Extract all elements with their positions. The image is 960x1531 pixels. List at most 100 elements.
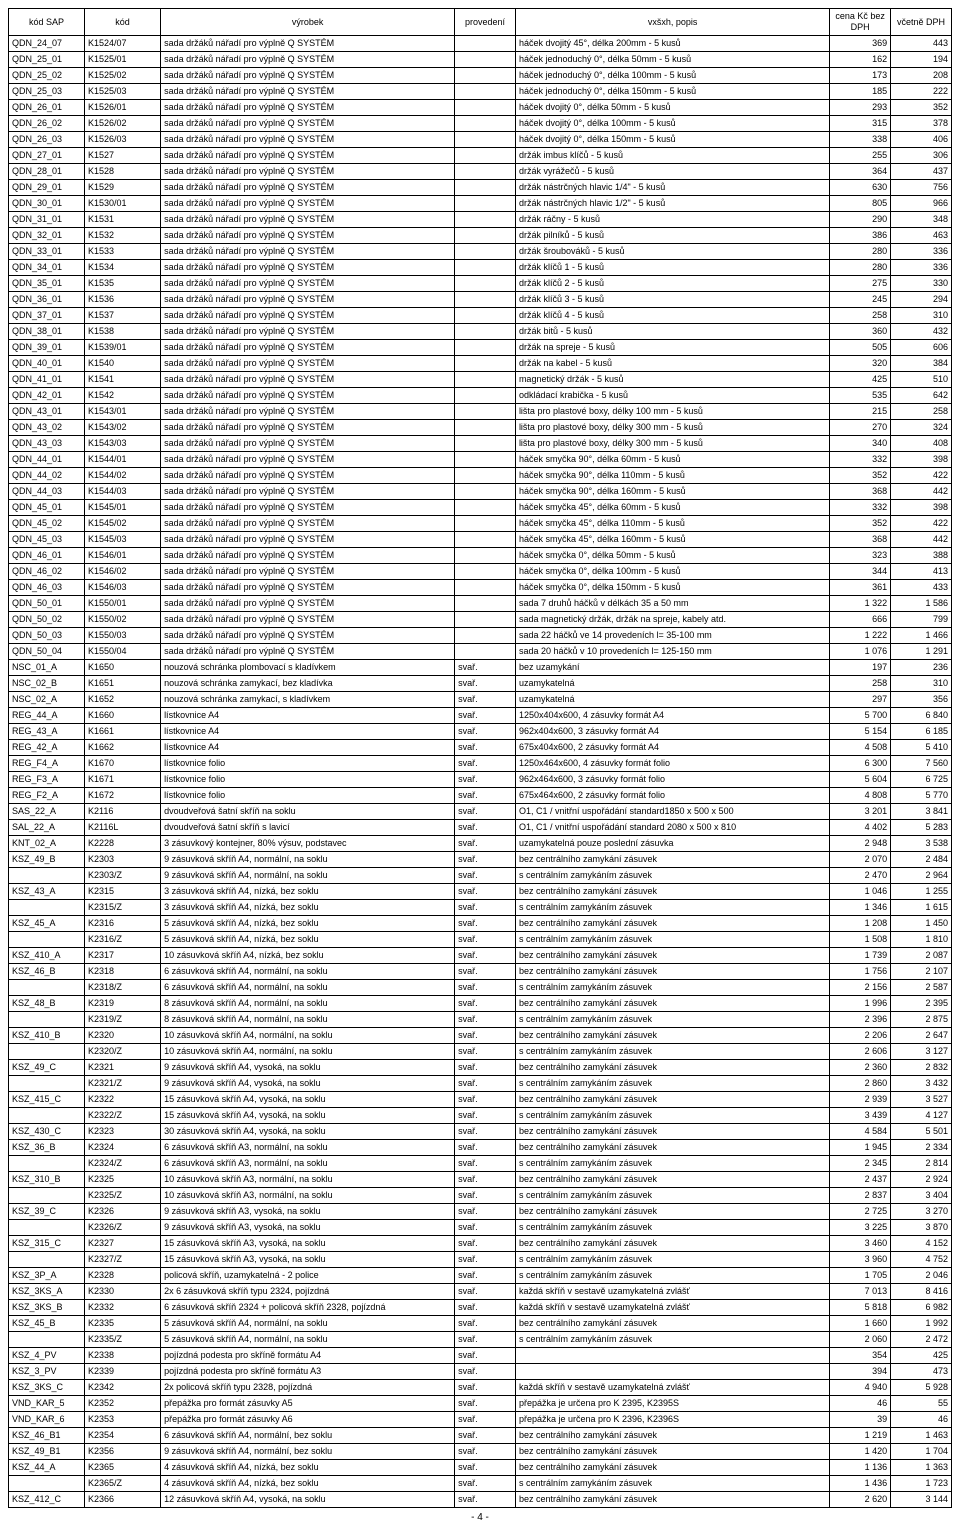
table-cell: QDN_42_01 [9,388,85,404]
table-cell: 437 [891,164,952,180]
table-cell: 2 837 [830,1188,891,1204]
table-row: REG_43_AK1661lístkovnice A4svař. 962x404… [9,724,952,740]
table-cell: 394 [830,1364,891,1380]
table-cell: svař. [455,1156,516,1172]
table-cell: 2 395 [891,996,952,1012]
table-cell: KSZ_3P_A [9,1268,85,1284]
table-cell: O1, C1 / vnitřní uspořádání standard1850… [515,804,829,820]
header-prov: provedení [455,9,516,36]
table-cell: 4 940 [830,1380,891,1396]
table-cell: 463 [891,228,952,244]
table-row: KSZ_3KS_BK23326 zásuvková skříň 2324 + p… [9,1300,952,1316]
table-cell: K1525/01 [85,52,161,68]
table-cell: 332 [830,452,891,468]
table-cell: háček dvojitý 0°, délka 100mm - 5 kusů [515,116,829,132]
table-cell: 323 [830,548,891,564]
table-cell [455,388,516,404]
table-cell: K1535 [85,276,161,292]
table-cell [9,1156,85,1172]
table-cell: 5 zásuvková skříň A4, nízká, bez soklu [161,932,455,948]
table-cell: 1 705 [830,1268,891,1284]
table-cell: svař. [455,1348,516,1364]
table-cell [455,308,516,324]
table-cell: 6 982 [891,1300,952,1316]
table-row: QDN_32_01K1532sada držáků nářadí pro výp… [9,228,952,244]
table-cell [9,1220,85,1236]
table-cell: 1 463 [891,1428,952,1444]
table-cell: 5 700 [830,708,891,724]
table-cell: přepážka pro formát zásuvky A5 [161,1396,455,1412]
table-cell: sada držáků nářadí pro výplně Q SYSTÉM [161,596,455,612]
table-cell: 1 219 [830,1428,891,1444]
table-cell: svař. [455,916,516,932]
table-cell: K2318/Z [85,980,161,996]
table-cell: REG_44_A [9,708,85,724]
table-cell: sada držáků nářadí pro výplně Q SYSTÉM [161,100,455,116]
table-row: NSC_02_AK1652nouzová schránka zamykací, … [9,692,952,708]
table-cell: 1 739 [830,948,891,964]
table-cell: s centrálním zamykáním zásuvek [515,1476,829,1492]
table-cell: s centrálním zamykáním zásuvek [515,1012,829,1028]
table-cell: uzamykatelná pouze poslední zásuvka [515,836,829,852]
table-row: NSC_01_AK1650nouzová schránka plombovací… [9,660,952,676]
table-cell: K2332 [85,1300,161,1316]
table-cell: K1550/03 [85,628,161,644]
table-cell: přepážka je určena pro K 2396, K2396S [515,1412,829,1428]
table-cell: sada držáků nářadí pro výplně Q SYSTÉM [161,36,455,52]
table-cell: bez centrálního zamykání zásuvek [515,884,829,900]
table-cell: svař. [455,932,516,948]
table-row: QDN_43_03K1543/03sada držáků nářadí pro … [9,436,952,452]
table-cell: lístkovnice A4 [161,740,455,756]
table-cell [455,292,516,308]
table-cell: bez centrálního zamykání zásuvek [515,916,829,932]
table-cell: sada držáků nářadí pro výplně Q SYSTÉM [161,372,455,388]
table-cell: bez centrálního zamykání zásuvek [515,1316,829,1332]
table-cell: SAS_22_A [9,804,85,820]
table-cell: 255 [830,148,891,164]
table-cell: 3 439 [830,1108,891,1124]
table-cell: QDN_50_01 [9,596,85,612]
table-row: K2321/Z9 zásuvková skříň A4, vysoká, na … [9,1076,952,1092]
table-cell: K2318 [85,964,161,980]
table-cell: svař. [455,1284,516,1300]
table-cell: 473 [891,1364,952,1380]
table-cell: 1 996 [830,996,891,1012]
table-row: KSZ_315_CK232715 zásuvková skříň A3, vys… [9,1236,952,1252]
table-cell: 173 [830,68,891,84]
table-cell: každá skříň v sestavě uzamykatelná zvláš… [515,1284,829,1300]
table-cell: 2x 6 zásuvková skříň typu 2324, pojízdná [161,1284,455,1300]
table-cell: K2328 [85,1268,161,1284]
table-cell: 4 752 [891,1252,952,1268]
table-row: QDN_42_01K1542sada držáků nářadí pro výp… [9,388,952,404]
table-cell: svař. [455,740,516,756]
table-cell: 354 [830,1348,891,1364]
table-cell: 12 zásuvková skříň A4, vysoká, na soklu [161,1492,455,1508]
table-cell: KSZ_45_B [9,1316,85,1332]
table-cell: svař. [455,1332,516,1348]
table-cell: K1526/02 [85,116,161,132]
table-cell [455,372,516,388]
table-cell: 10 zásuvková skříň A3, normální, na sokl… [161,1172,455,1188]
table-cell: svař. [455,676,516,692]
table-cell: držák ráčny - 5 kusů [515,212,829,228]
table-cell: sada držáků nářadí pro výplně Q SYSTÉM [161,132,455,148]
table-cell: 6 zásuvková skříň A3, normální, na soklu [161,1156,455,1172]
table-cell: 315 [830,116,891,132]
table-cell: QDN_37_01 [9,308,85,324]
header-dph: včetně DPH [891,9,952,36]
table-cell: 1 992 [891,1316,952,1332]
table-cell: lístkovnice folio [161,756,455,772]
table-cell [455,484,516,500]
table-cell: QDN_26_01 [9,100,85,116]
table-row: QDN_31_01K1531sada držáků nářadí pro výp… [9,212,952,228]
table-row: KSZ_46_B1K23546 zásuvková skříň A4, norm… [9,1428,952,1444]
table-cell: přepážka je určena pro K 2395, K2395S [515,1396,829,1412]
table-cell: 666 [830,612,891,628]
table-cell: 2 832 [891,1060,952,1076]
table-row: K2315/Z3 zásuvková skříň A4, nízká, bez … [9,900,952,916]
table-cell: K1526/03 [85,132,161,148]
table-cell: bez centrálního zamykání zásuvek [515,1236,829,1252]
table-row: QDN_25_03K1525/03sada držáků nářadí pro … [9,84,952,100]
table-cell: háček smyčka 90°, délka 60mm - 5 kusů [515,452,829,468]
table-cell: nouzová schránka plombovací s kladívkem [161,660,455,676]
